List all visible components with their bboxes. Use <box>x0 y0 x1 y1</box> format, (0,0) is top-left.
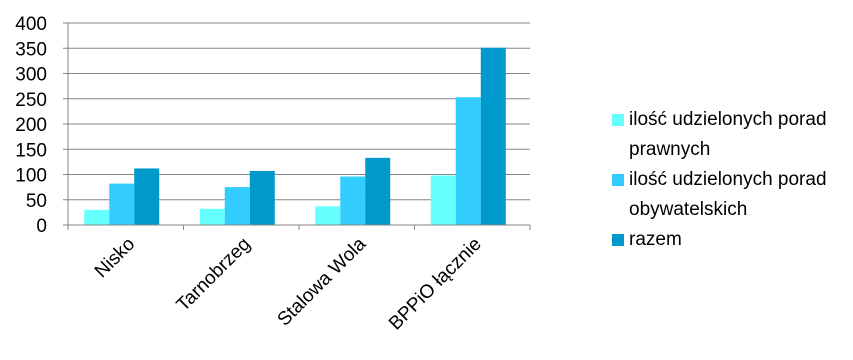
legend-item-porady-obywatelskie: ilość udzielonych porad obywatelskich <box>612 165 852 225</box>
legend-swatch-porady-obywatelskie <box>612 174 624 186</box>
y-tick-label: 300 <box>15 65 47 86</box>
y-tick-label: 0 <box>36 216 47 237</box>
y-tick-label: 150 <box>15 140 47 161</box>
bar-bppio-łącznie-series-2 <box>480 47 506 226</box>
y-tick-label: 350 <box>15 39 47 60</box>
y-tick-label: 250 <box>15 90 47 111</box>
x-category-label: BPPiO łącznie <box>385 234 486 335</box>
legend-swatch-porady-prawne <box>612 114 624 126</box>
x-category-label: Tarnobrzeg <box>173 234 255 316</box>
bars <box>84 47 506 226</box>
legend-item-porady-prawne: ilość udzielonych porad prawnych <box>612 105 852 165</box>
bar-tarnobrzeg-series-0 <box>199 208 225 225</box>
legend-swatch-razem <box>612 234 624 246</box>
legend-label-porady-obywatelskie: ilość udzielonych porad obywatelskich <box>629 169 827 220</box>
legend: ilość udzielonych porad prawnych ilość u… <box>612 105 852 255</box>
bar-bppio-łącznie-series-0 <box>430 175 456 225</box>
x-category-label: Stalowa Wola <box>274 233 371 330</box>
legend-label-porady-prawne: ilość udzielonych porad prawnych <box>629 109 827 160</box>
bar-bppio-łącznie-series-1 <box>455 97 481 225</box>
x-category-label: Nisko <box>91 234 139 282</box>
y-tick-label: 200 <box>15 115 47 136</box>
bar-stalowa-wola-series-1 <box>340 176 366 225</box>
bar-stalowa-wola-series-0 <box>315 206 341 225</box>
bar-nisko-series-2 <box>134 168 160 225</box>
x-axis-ticks <box>67 225 531 230</box>
y-tick-label: 50 <box>26 191 47 212</box>
bar-stalowa-wola-series-2 <box>365 157 391 225</box>
y-tick-label: 400 <box>15 14 47 35</box>
legend-label-razem: razem <box>629 229 682 250</box>
bar-tarnobrzeg-series-1 <box>224 187 250 225</box>
bar-chart: 0 50 100 150 200 250 300 350 400 Nisko Tarnobrzeg… <box>15 14 531 334</box>
bar-nisko-series-0 <box>84 209 110 225</box>
bar-tarnobrzeg-series-2 <box>249 170 275 225</box>
legend-item-razem: razem <box>612 225 852 255</box>
y-axis-tick-labels: 0 50 100 150 200 250 300 350 400 <box>15 14 68 237</box>
y-tick-label: 100 <box>15 166 47 187</box>
x-axis-category-labels: Nisko Tarnobrzeg Stalowa Wola BPPiO łącznie <box>91 233 486 334</box>
bar-nisko-series-1 <box>109 183 135 225</box>
